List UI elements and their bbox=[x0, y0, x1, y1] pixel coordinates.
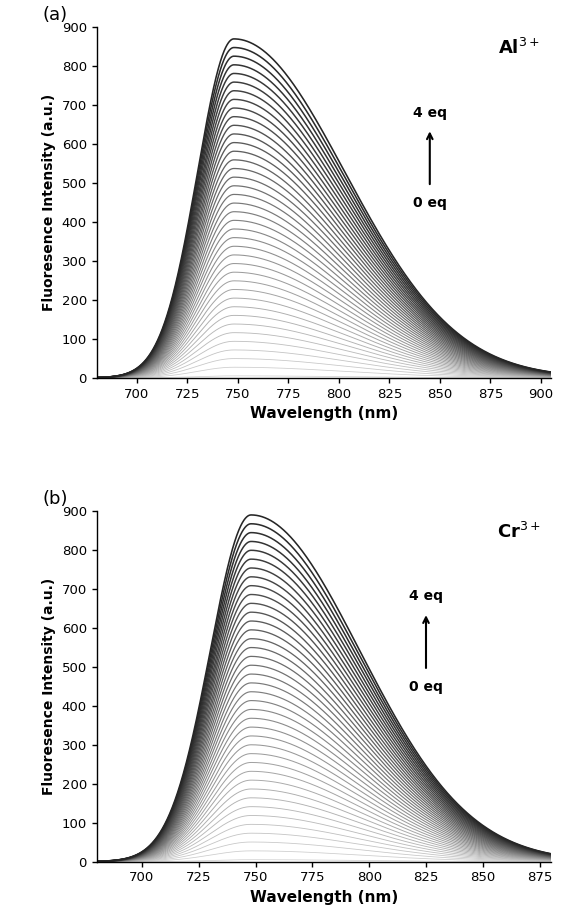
Text: (b): (b) bbox=[42, 490, 68, 508]
Text: 0 eq: 0 eq bbox=[413, 196, 446, 210]
Text: 4 eq: 4 eq bbox=[413, 105, 447, 120]
Text: Al$^{3+}$: Al$^{3+}$ bbox=[498, 38, 540, 58]
Y-axis label: Fluoresence Intensity (a.u.): Fluoresence Intensity (a.u.) bbox=[42, 578, 56, 795]
Text: 0 eq: 0 eq bbox=[409, 679, 443, 694]
Text: (a): (a) bbox=[42, 5, 67, 24]
Y-axis label: Fluoresence Intensity (a.u.): Fluoresence Intensity (a.u.) bbox=[42, 94, 56, 311]
X-axis label: Wavelength (nm): Wavelength (nm) bbox=[249, 890, 398, 905]
Text: Cr$^{3+}$: Cr$^{3+}$ bbox=[497, 522, 541, 541]
Text: 4 eq: 4 eq bbox=[409, 590, 443, 603]
X-axis label: Wavelength (nm): Wavelength (nm) bbox=[249, 406, 398, 421]
